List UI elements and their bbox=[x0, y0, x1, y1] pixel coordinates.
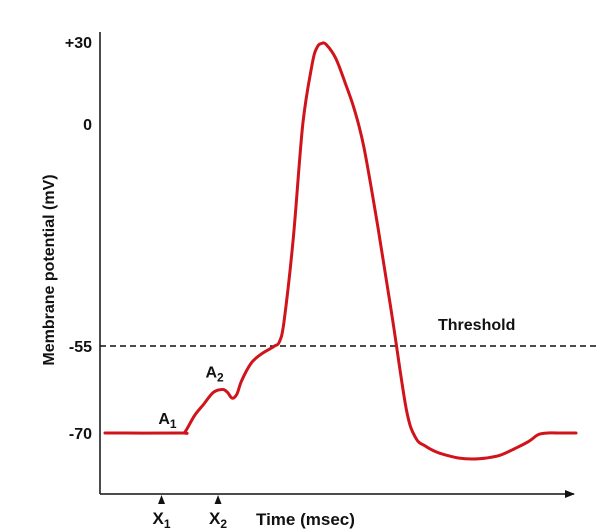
y-tick-label: +30 bbox=[65, 35, 92, 52]
x-axis-label: Time (msec) bbox=[256, 510, 355, 529]
membrane-potential-trace bbox=[103, 41, 578, 461]
y-tick-label: -70 bbox=[69, 426, 92, 443]
y-tick-label: 0 bbox=[83, 117, 92, 134]
stimulus-arrow bbox=[158, 495, 166, 504]
stimulus-markers: X1 X2 bbox=[153, 495, 227, 530]
y-axis-label: Membrane potential (mV) bbox=[41, 174, 58, 365]
trace-annotation: A2 bbox=[205, 365, 224, 385]
stimulus-label: X1 bbox=[153, 509, 171, 530]
y-tick-label: -55 bbox=[69, 339, 92, 356]
stimulus-arrow bbox=[214, 495, 222, 504]
y-tick-labels: +30 0 -55 -70 bbox=[65, 35, 92, 443]
trace-annotation: A1 bbox=[158, 411, 177, 431]
threshold-label: Threshold bbox=[438, 317, 515, 334]
stimulus-label: X2 bbox=[209, 509, 227, 530]
